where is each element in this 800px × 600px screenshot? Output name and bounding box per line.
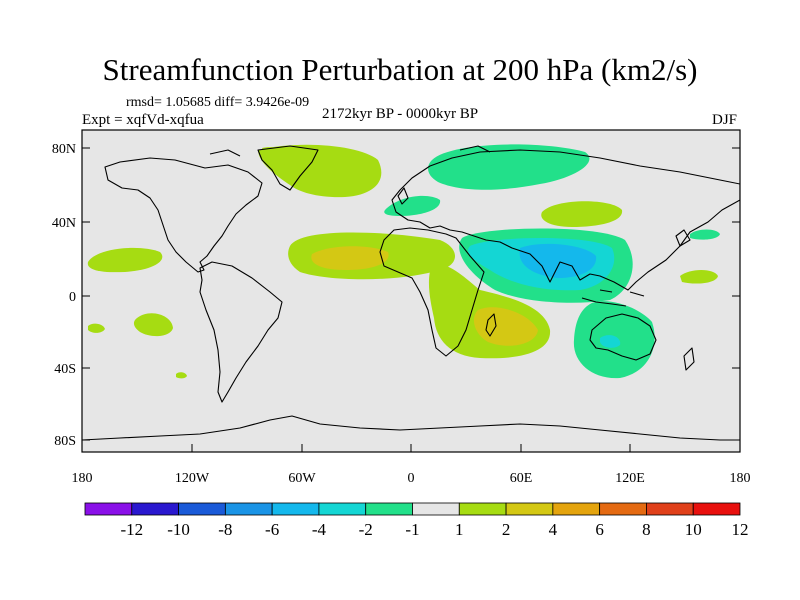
coast-british-isles (397, 187, 409, 205)
coast-indonesia (581, 289, 645, 307)
anomaly-asia-negative-core (519, 243, 597, 278)
coast-arctic-islands (209, 145, 491, 157)
colorbar-label: -1 (405, 520, 419, 539)
colorbar-swatch (224, 502, 273, 516)
anomaly-central-asia-positive (541, 201, 623, 227)
colorbar-swatch (178, 502, 226, 516)
coast-madagascar (485, 313, 497, 337)
colorbar-label: -12 (120, 520, 143, 539)
anomaly-north-atlantic-positive (262, 147, 289, 166)
colorbar-swatch (458, 502, 507, 516)
lon-tick-label: 60E (510, 471, 533, 486)
lon-tick-label: 0 (408, 471, 415, 486)
anomaly-europe-negative (384, 195, 441, 216)
lon-tick-label: 60W (288, 471, 316, 486)
colorbar-label: -8 (218, 520, 232, 539)
lon-tick-labels: 180 120W 60W 0 60E 120E 180 (72, 471, 751, 486)
lon-tick-label: 120E (615, 471, 645, 486)
colorbar-swatch (271, 502, 320, 516)
anomaly-siberia-negative (428, 144, 590, 190)
colorbar: -12 -10 -8 -6 -4 -2 -1 1 2 4 6 8 10 12 (84, 502, 749, 539)
map-background (82, 130, 740, 452)
colorbar-label: -2 (359, 520, 373, 539)
coast-japan (675, 229, 691, 247)
colorbar-swatch (552, 502, 601, 516)
coast-new-zealand (683, 347, 695, 371)
colorbar-label: -6 (265, 520, 279, 539)
anomaly-small-positive-1 (88, 323, 105, 333)
colorbar-swatch (599, 502, 647, 516)
coast-africa (379, 227, 485, 357)
anomaly-nw-pacific-negative (690, 229, 720, 240)
lat-tick-label: 0 (69, 290, 76, 305)
colorbar-label: 6 (595, 520, 604, 539)
map-title: Streamfunction Perturbation at 200 hPa (… (102, 52, 698, 87)
coast-greenland (257, 145, 319, 191)
rmsd-diff-stats: rmsd= 1.05685 diff= 3.9426e-09 (126, 95, 310, 110)
lat-tick-label: 80N (52, 142, 76, 157)
lat-tick-label: 40N (52, 216, 76, 231)
anomaly-atlantic-positive-core (311, 246, 389, 270)
anomaly-field (87, 144, 720, 379)
anomaly-pacific-positive (680, 270, 718, 284)
colorbar-swatch (131, 502, 179, 516)
colorbar-label: 12 (732, 520, 749, 539)
coastlines (82, 145, 740, 441)
coast-south-america (199, 261, 283, 403)
colorbar-swatch (84, 502, 133, 516)
colorbar-label: -10 (167, 520, 190, 539)
colorbar-swatch (692, 502, 741, 516)
season-label: DJF (712, 112, 738, 128)
lon-tick-label: 180 (72, 471, 93, 486)
coast-eurasia (391, 149, 740, 291)
lon-tick-marks (81, 444, 741, 452)
lat-tick-label: 80S (54, 434, 76, 449)
lat-tick-labels: 80N 40N 0 40S 80S (52, 142, 76, 449)
lon-tick-label: 120W (175, 471, 210, 486)
lat-tick-marks (82, 147, 740, 441)
lat-tick-label: 40S (54, 362, 76, 377)
colorbar-swatch (365, 502, 413, 516)
anomaly-small-positive-2 (176, 372, 187, 379)
coast-australia (589, 313, 657, 361)
colorbar-swatch (505, 502, 554, 516)
anomaly-australia-negative-core (600, 335, 621, 348)
colorbar-label: 2 (502, 520, 511, 539)
colorbar-label: 8 (642, 520, 651, 539)
anomaly-greenland-positive (258, 144, 382, 198)
coast-antarctica (82, 415, 740, 441)
anomaly-east-pacific-positive (87, 247, 163, 273)
colorbar-swatch (318, 502, 367, 516)
colorbar-label: 4 (549, 520, 558, 539)
coast-north-america (104, 157, 263, 273)
colorbar-swatch (646, 502, 694, 516)
anomaly-south-pacific-positive (133, 313, 173, 337)
colorbar-label: 1 (455, 520, 464, 539)
colorbar-label: -4 (312, 520, 327, 539)
lon-tick-label: 180 (730, 471, 751, 486)
experiment-label: Expt = xqfVd-xqfua (82, 112, 204, 128)
colorbar-label: 10 (685, 520, 702, 539)
period-label: 2172kyr BP - 0000kyr BP (322, 106, 479, 122)
colorbar-swatch (412, 502, 460, 516)
